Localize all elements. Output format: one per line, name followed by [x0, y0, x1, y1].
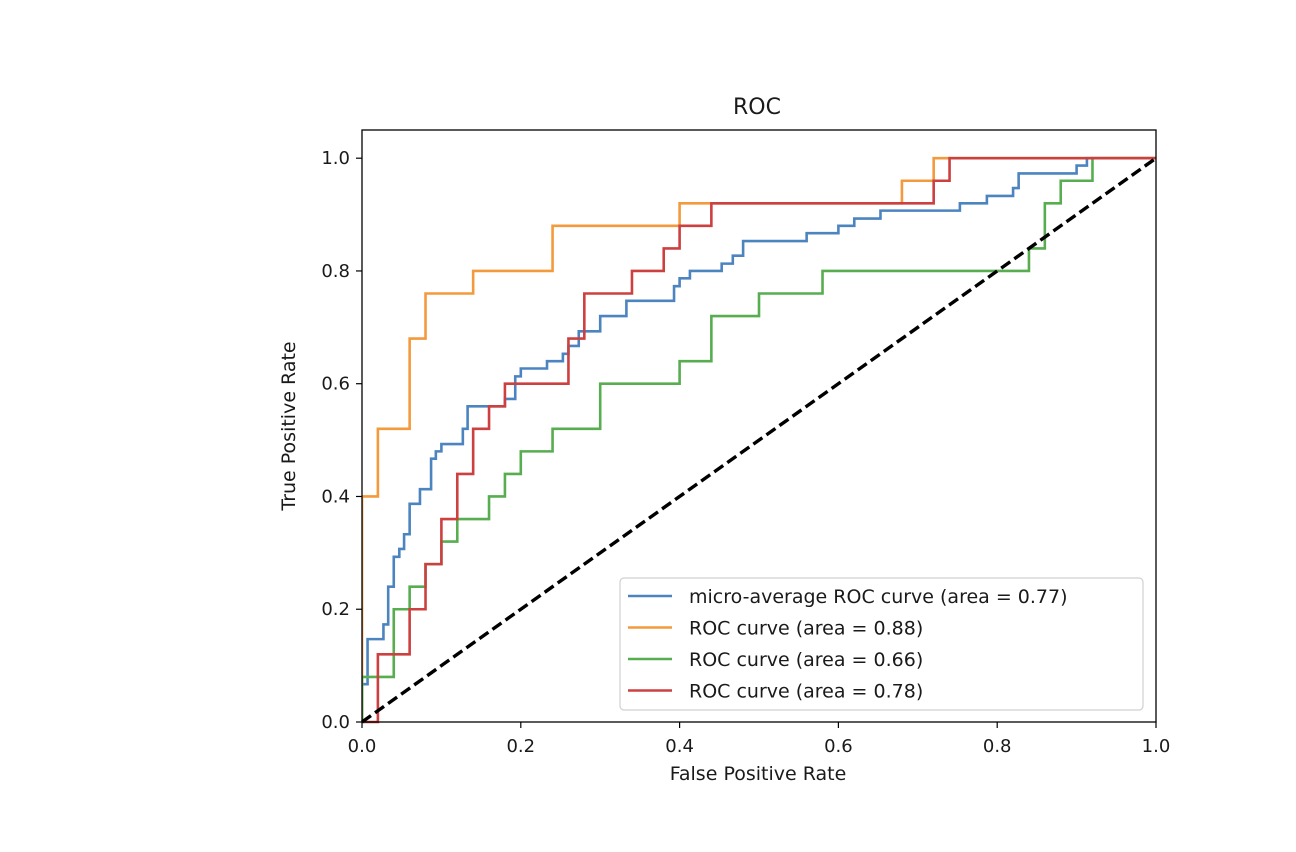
legend: micro-average ROC curve (area = 0.77) ROC…: [619, 577, 1144, 711]
y-tick-label: 0.6: [321, 374, 350, 395]
chart-title: ROC: [733, 95, 781, 120]
series-layer: [362, 156, 1156, 724]
y-tick-label: 1.0: [321, 148, 350, 169]
y-tick-label: 0.8: [321, 261, 350, 282]
x-axis-label: False Positive Rate: [670, 763, 847, 785]
y-ticks: 0.0 0.2 0.4 0.6 0.8 1.0: [321, 148, 362, 733]
series-line-1: [362, 156, 1156, 722]
legend-entry-1: ROC curve (area = 0.88): [689, 618, 923, 640]
x-tick-label: 0.6: [824, 736, 853, 757]
x-ticks: 0.0 0.2 0.4 0.6 0.8 1.0: [348, 722, 1171, 757]
y-tick-label: 0.4: [321, 486, 350, 507]
x-tick-label: 0.2: [506, 736, 535, 757]
x-tick-label: 0.4: [665, 736, 694, 757]
diagonal-layer: [361, 156, 1157, 724]
legend-box: [619, 577, 1144, 711]
plot-area: [361, 129, 1157, 724]
legend-entry-3: ROC curve (area = 0.78): [689, 681, 923, 703]
x-tick-label: 0.0: [348, 736, 377, 757]
diagonal-reference-line: [361, 156, 1157, 724]
y-tick-label: 0.2: [321, 599, 350, 620]
y-axis-label: True Positive Rate: [278, 341, 300, 511]
legend-entry-2: ROC curve (area = 0.66): [689, 649, 923, 671]
y-tick-label: 0.0: [321, 712, 350, 733]
x-tick-label: 1.0: [1142, 736, 1171, 757]
axes-frame: [361, 129, 1157, 723]
legend-entry-0: micro-average ROC curve (area = 0.77): [689, 586, 1068, 608]
x-tick-label: 0.8: [983, 736, 1012, 757]
series-line-3: [362, 156, 1156, 724]
